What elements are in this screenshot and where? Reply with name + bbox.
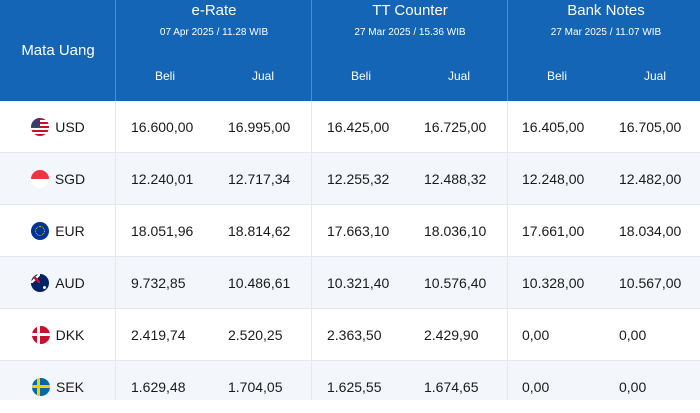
e-rate-buy-value: 2.419,74: [131, 327, 186, 343]
tt-counter-sell-value: 10.576,40: [424, 275, 487, 291]
e-rate-sell-value: 10.486,61: [228, 275, 291, 291]
column-divider: [115, 205, 116, 257]
tt-counter-buy-value: 17.663,10: [327, 223, 390, 239]
e-rate-sell-value: 1.704,05: [228, 379, 283, 395]
e-rate-sell-value: 12.717,34: [228, 171, 291, 187]
se-flag-icon: [31, 378, 50, 396]
currency-code: SEK: [55, 379, 84, 395]
bank-notes-buy-value: 0,00: [522, 327, 550, 343]
column-divider: [311, 257, 312, 309]
tt-counter-sell-value: 2.429,90: [424, 327, 479, 343]
column-divider: [115, 309, 116, 361]
tt-counter-buy-value: 12.255,32: [327, 171, 390, 187]
column-divider: [507, 257, 508, 309]
column-divider: [115, 101, 116, 153]
currency-code: AUD: [55, 275, 85, 291]
bank-notes-sell-header: Jual: [643, 69, 666, 83]
e-rate-buy-value: 9.732,85: [131, 275, 186, 291]
currency-code: SGD: [54, 171, 86, 187]
column-divider: [507, 101, 508, 153]
column-divider: [115, 153, 116, 205]
bank-notes-sell-value: 12.482,00: [619, 171, 682, 187]
tt-counter-date: 27 Mar 2025 / 15.36 WIB: [354, 27, 466, 38]
sg-flag-icon: [30, 170, 49, 188]
tt-counter-sell-value: 12.488,32: [424, 171, 487, 187]
currency-cell: AUD: [0, 257, 116, 309]
table-row: AUD 9.732,85 10.486,61 10.321,40 10.576,…: [0, 257, 700, 309]
tt-counter-header: TT Counter 27 Mar 2025 / 15.36 WIB Beli …: [312, 0, 508, 101]
bank-notes-buy-header: Beli: [546, 69, 567, 83]
table-row: EUR 18.051,96 18.814,62 17.663,10 18.036…: [0, 205, 700, 257]
bank-notes-buy-value: 17.661,00: [522, 223, 585, 239]
bank-notes-date: 27 Mar 2025 / 11.07 WIB: [550, 27, 662, 38]
exchange-rate-table: Mata Uang e-Rate 07 Apr 2025 / 11.28 WIB…: [0, 0, 700, 400]
column-divider: [507, 205, 508, 257]
table-row: SEK 1.629,48 1.704,05 1.625,55 1.674,65 …: [0, 361, 700, 400]
header-divider: [115, 0, 116, 101]
eu-flag-icon: [31, 222, 50, 240]
e-rate-title: e-Rate: [191, 2, 237, 19]
tt-counter-buy-value: 10.321,40: [327, 275, 390, 291]
currency-cell: SGD: [0, 153, 116, 205]
e-rate-date: 07 Apr 2025 / 11.28 WIB: [159, 27, 269, 38]
e-rate-sell-value: 16.995,00: [228, 119, 291, 135]
currency-code: DKK: [55, 327, 85, 343]
bank-notes-title: Bank Notes: [567, 2, 645, 19]
tt-counter-sell-value: 18.036,10: [424, 223, 487, 239]
bank-notes-buy-value: 10.328,00: [522, 275, 585, 291]
bank-notes-buy-value: 12.248,00: [522, 171, 585, 187]
e-rate-buy-header: Beli: [154, 69, 175, 83]
currency-cell: SEK: [0, 361, 116, 413]
tt-counter-buy-value: 16.425,00: [327, 119, 390, 135]
header-divider: [311, 0, 312, 101]
column-divider: [507, 309, 508, 361]
bank-notes-sell-value: 0,00: [619, 379, 647, 395]
e-rate-sell-value: 2.520,25: [228, 327, 283, 343]
e-rate-sell-value: 18.814,62: [228, 223, 291, 239]
dk-flag-icon: [31, 326, 50, 344]
e-rate-buy-value: 16.600,00: [131, 119, 194, 135]
e-rate-buy-value: 18.051,96: [131, 223, 194, 239]
tt-counter-sell-header: Jual: [447, 69, 470, 83]
bank-notes-sell-value: 0,00: [619, 327, 647, 343]
tt-counter-buy-header: Beli: [350, 69, 371, 83]
table-row: SGD 12.240,01 12.717,34 12.255,32 12.488…: [0, 153, 700, 205]
currency-column-header: Mata Uang: [21, 42, 95, 59]
currency-cell: EUR: [0, 205, 116, 257]
column-divider: [115, 361, 116, 400]
tt-counter-buy-value: 2.363,50: [327, 327, 382, 343]
column-divider: [311, 309, 312, 361]
bank-notes-sell-value: 18.034,00: [619, 223, 682, 239]
au-flag-icon: [31, 274, 50, 292]
column-divider: [311, 101, 312, 153]
currency-cell: USD: [0, 101, 116, 153]
us-flag-icon: [31, 118, 50, 136]
table-row: USD 16.600,00 16.995,00 16.425,00 16.725…: [0, 101, 700, 153]
column-divider: [507, 153, 508, 205]
table-row: DKK 2.419,74 2.520,25 2.363,50 2.429,90 …: [0, 309, 700, 361]
column-divider: [115, 257, 116, 309]
tt-counter-sell-value: 1.674,65: [424, 379, 479, 395]
column-divider: [507, 361, 508, 400]
bank-notes-sell-value: 10.567,00: [619, 275, 682, 291]
currency-cell: DKK: [0, 309, 116, 361]
tt-counter-sell-value: 16.725,00: [424, 119, 487, 135]
bank-notes-sell-value: 16.705,00: [619, 119, 682, 135]
column-divider: [311, 153, 312, 205]
currency-code: EUR: [55, 223, 85, 239]
column-divider: [311, 361, 312, 400]
currency-code: USD: [55, 119, 85, 135]
bank-notes-header: Bank Notes 27 Mar 2025 / 11.07 WIB Beli …: [508, 0, 700, 101]
bank-notes-buy-value: 0,00: [522, 379, 550, 395]
table-header: Mata Uang e-Rate 07 Apr 2025 / 11.28 WIB…: [0, 0, 700, 101]
header-divider: [507, 0, 508, 101]
bank-notes-buy-value: 16.405,00: [522, 119, 585, 135]
tt-counter-buy-value: 1.625,55: [327, 379, 382, 395]
e-rate-header: e-Rate 07 Apr 2025 / 11.28 WIB Beli Jual: [116, 0, 312, 101]
e-rate-sell-header: Jual: [251, 69, 274, 83]
e-rate-buy-value: 12.240,01: [131, 171, 194, 187]
e-rate-buy-value: 1.629,48: [131, 379, 186, 395]
tt-counter-title: TT Counter: [372, 2, 448, 19]
column-divider: [311, 205, 312, 257]
